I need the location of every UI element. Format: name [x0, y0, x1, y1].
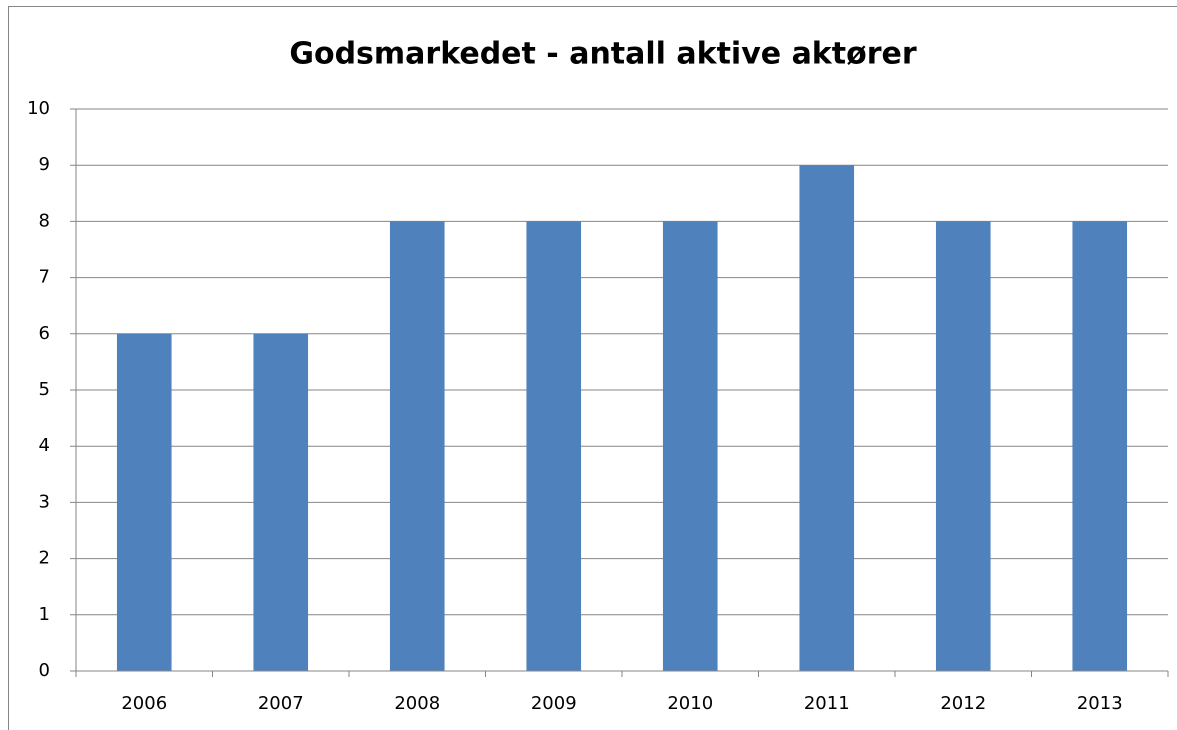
x-tick-label: 2006 — [121, 693, 167, 714]
bar — [116, 333, 172, 671]
bar — [799, 165, 855, 671]
y-tick-label: 8 — [39, 210, 50, 231]
y-tick-label: 3 — [39, 491, 50, 512]
y-tick-label: 9 — [39, 154, 50, 175]
y-tick-label: 7 — [39, 267, 50, 288]
y-tick-label: 4 — [39, 435, 50, 456]
x-tick-label: 2010 — [667, 693, 713, 714]
x-tick-label: 2008 — [394, 693, 440, 714]
x-tick-label: 2012 — [940, 693, 986, 714]
chart-frame — [8, 6, 1177, 730]
y-tick-label: 1 — [39, 604, 50, 625]
x-tick-label: 2009 — [531, 693, 577, 714]
y-tick-label: 2 — [39, 548, 50, 569]
chart-title: Godsmarkedet - antall aktive aktører — [289, 37, 917, 72]
y-tick-label: 10 — [27, 98, 50, 119]
x-tick-label: 2011 — [804, 693, 850, 714]
y-tick-label: 6 — [39, 323, 50, 344]
bar — [526, 221, 582, 671]
x-tick-label: 2013 — [1077, 693, 1123, 714]
bar — [935, 221, 991, 671]
y-tick-label: 5 — [39, 379, 50, 400]
bar — [389, 221, 445, 671]
bar — [662, 221, 718, 671]
bar — [1072, 221, 1128, 671]
y-tick-label: 0 — [39, 660, 50, 681]
bar — [253, 333, 309, 671]
x-tick-label: 2007 — [258, 693, 304, 714]
